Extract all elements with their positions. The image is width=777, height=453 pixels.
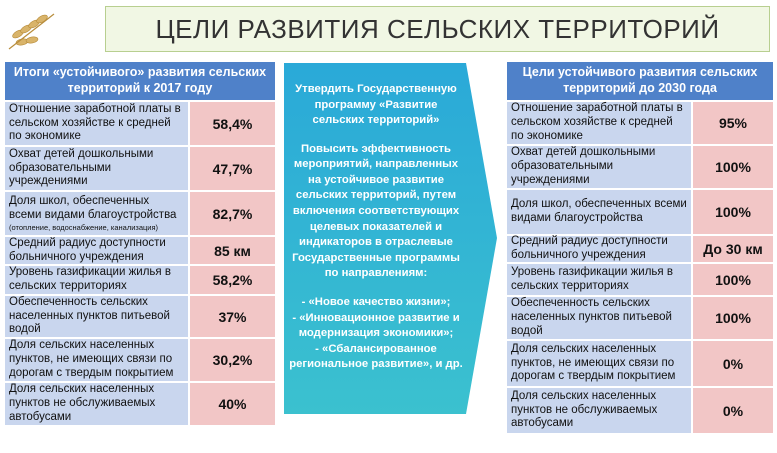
list-item: - «Новое качество жизни»; [301, 295, 451, 308]
table-row: Уровень газификации жилья в сельских тер… [5, 266, 275, 294]
row-label-cell: Уровень газификации жилья в сельских тер… [5, 266, 188, 294]
row-label-cell: Доля сельских населенных пунктов, не име… [507, 341, 691, 386]
row-value: 37% [190, 296, 275, 337]
row-value: 47,7% [190, 147, 275, 190]
row-value: 100% [693, 146, 773, 188]
table-header: Итоги «устойчивого» развития сельских те… [5, 62, 275, 100]
arrow-text: Утвердить Государственную программу «Раз… [288, 82, 464, 373]
table-row: Доля сельских населенных пунктов, не име… [507, 341, 773, 386]
row-value: 0% [693, 388, 773, 433]
table-row: Обеспеченность сельских населенных пункт… [507, 297, 773, 339]
row-value: 0% [693, 341, 773, 386]
table-row: Охват детей дошкольными образовательными… [5, 147, 275, 190]
row-value: 58,4% [190, 102, 275, 145]
row-label: Отношение заработной платы в сельском хо… [9, 102, 181, 143]
row-label: Средний радиус доступности больничного у… [511, 235, 668, 261]
row-label-cell: Средний радиус доступности больничного у… [507, 235, 691, 262]
row-label: Доля сельских населенных пунктов не обсл… [511, 389, 658, 430]
row-label: Отношение заработной платы в сельском хо… [511, 102, 683, 142]
row-value: 58,2% [190, 266, 275, 294]
wheat-icon [8, 13, 55, 50]
table-row: Уровень газификации жилья в сельских тер… [507, 264, 773, 295]
title: ЦЕЛИ РАЗВИТИЯ СЕЛЬСКИХ ТЕРРИТОРИЙ [105, 6, 770, 52]
row-label-cell: Доля сельских населенных пунктов, не име… [5, 339, 188, 381]
table-row: Доля сельских населенных пунктов, не име… [5, 339, 275, 381]
row-label-cell: Обеспеченность сельских населенных пункт… [507, 297, 691, 339]
left-table: Итоги «устойчивого» развития сельских те… [5, 62, 275, 425]
table-row: Средний радиус доступности больничного у… [5, 237, 275, 264]
list-item: - «Инновационное развитие и модернизация… [292, 311, 460, 340]
table-row: Доля школ, обеспеченных всеми видами бла… [5, 192, 275, 235]
row-label-cell: Обеспеченность сельских населенных пункт… [5, 296, 188, 337]
row-note: (отопление, водоснабжение, канализация) [9, 222, 159, 232]
list-item: - «Сбалансированное региональное развити… [289, 342, 463, 371]
row-label-cell: Охват детей дошкольными образовательными… [507, 146, 691, 188]
table-row: Обеспеченность сельских населенных пункт… [5, 296, 275, 337]
paragraph: Утвердить Государственную программу «Раз… [295, 83, 457, 127]
row-label: Охват детей дошкольными образовательными… [511, 146, 656, 186]
table-row: Доля сельских населенных пунктов не обсл… [507, 388, 773, 433]
row-label: Средний радиус доступности больничного у… [9, 236, 166, 263]
row-value: 82,7% [190, 192, 275, 235]
row-value: 100% [693, 297, 773, 339]
table-row: Доля школ, обеспеченных всеми видами бла… [507, 190, 773, 234]
table-row: Средний радиус доступности больничного у… [507, 235, 773, 262]
table-row: Доля сельских населенных пунктов не обсл… [5, 383, 275, 425]
row-label: Доля сельских населенных пунктов не обсл… [9, 383, 156, 423]
row-label: Обеспеченность сельских населенных пункт… [511, 297, 672, 337]
table-row: Отношение заработной платы в сельском хо… [507, 102, 773, 144]
row-label-cell: Доля сельских населенных пунктов не обсл… [507, 388, 691, 433]
row-label: Обеспеченность сельских населенных пункт… [9, 295, 170, 336]
row-label-cell: Отношение заработной платы в сельском хо… [5, 102, 188, 145]
row-value: 40% [190, 383, 275, 425]
row-label: Доля школ, обеспеченных всеми видами бла… [511, 198, 687, 224]
row-label-cell: Доля школ, обеспеченных всеми видами бла… [507, 190, 691, 234]
paragraph: Повысить эффективность мероприятий, напр… [292, 142, 460, 280]
row-value: 100% [693, 190, 773, 234]
row-value: 85 км [190, 237, 275, 264]
table-row: Охват детей дошкольными образовательными… [507, 146, 773, 188]
row-label: Доля сельских населенных пунктов, не име… [9, 339, 174, 379]
arrow [284, 63, 497, 414]
row-value: 30,2% [190, 339, 275, 381]
table-row: Отношение заработной платы в сельском хо… [5, 102, 275, 145]
row-label-cell: Охват детей дошкольными образовательными… [5, 147, 188, 190]
row-value: 100% [693, 264, 773, 295]
row-label: Уровень газификации жилья в сельских тер… [9, 266, 171, 292]
row-label-cell: Уровень газификации жилья в сельских тер… [507, 264, 691, 295]
row-label: Охват детей дошкольными образовательными… [9, 147, 154, 188]
row-value: 95% [693, 102, 773, 144]
row-label-cell: Средний радиус доступности больничного у… [5, 237, 188, 264]
table-header: Цели устойчивого развития сельских терри… [507, 62, 773, 100]
right-table: Цели устойчивого развития сельских терри… [507, 62, 773, 433]
row-label-cell: Отношение заработной платы в сельском хо… [507, 102, 691, 144]
row-label: Уровень газификации жилья в сельских тер… [511, 265, 673, 292]
row-label: Доля сельских населенных пунктов, не име… [511, 342, 676, 383]
row-value: До 30 км [693, 236, 773, 262]
row-label-cell: Доля сельских населенных пунктов не обсл… [5, 383, 188, 425]
row-label-cell: Доля школ, обеспеченных всеми видами бла… [5, 192, 188, 235]
row-label: Доля школ, обеспеченных всеми видами бла… [9, 195, 177, 221]
